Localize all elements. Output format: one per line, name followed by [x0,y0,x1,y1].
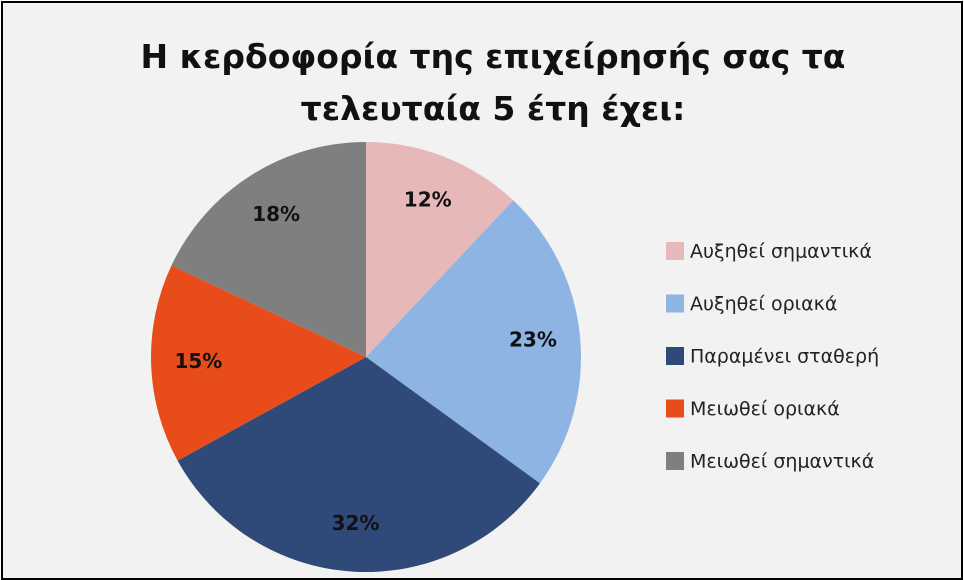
pie-slice [366,200,582,484]
legend-swatch [666,452,684,470]
pie-slice [366,142,514,357]
legend-label: Αυξηθεί οριακά [690,293,837,315]
data-label: 32% [332,511,380,535]
legend-label: Μειωθεί σημαντικά [690,451,874,473]
legend-swatch [666,242,684,260]
pie-slice [171,142,366,357]
chart-title: Η κερδοφορία της επιχείρησής σας τα τελε… [140,37,846,128]
data-label: 12% [404,188,452,212]
legend-label: Αυξηθεί σημαντικά [690,241,872,263]
pie-slice [177,357,540,572]
legend-label: Παραμένει σταθερή [690,346,879,368]
legend-label: Μειωθεί οριακά [690,398,840,420]
data-label: 15% [174,349,222,373]
chart: 12% 23% 32% 15% 18% Αυξηθεί σημαντικά Αυξηθεί … [151,142,879,572]
pie-slice [151,265,366,461]
legend-swatch [666,347,684,365]
data-label: 23% [509,328,557,352]
data-label: 18% [252,202,300,226]
legend-swatch [666,399,684,418]
legend-swatch [666,294,684,313]
